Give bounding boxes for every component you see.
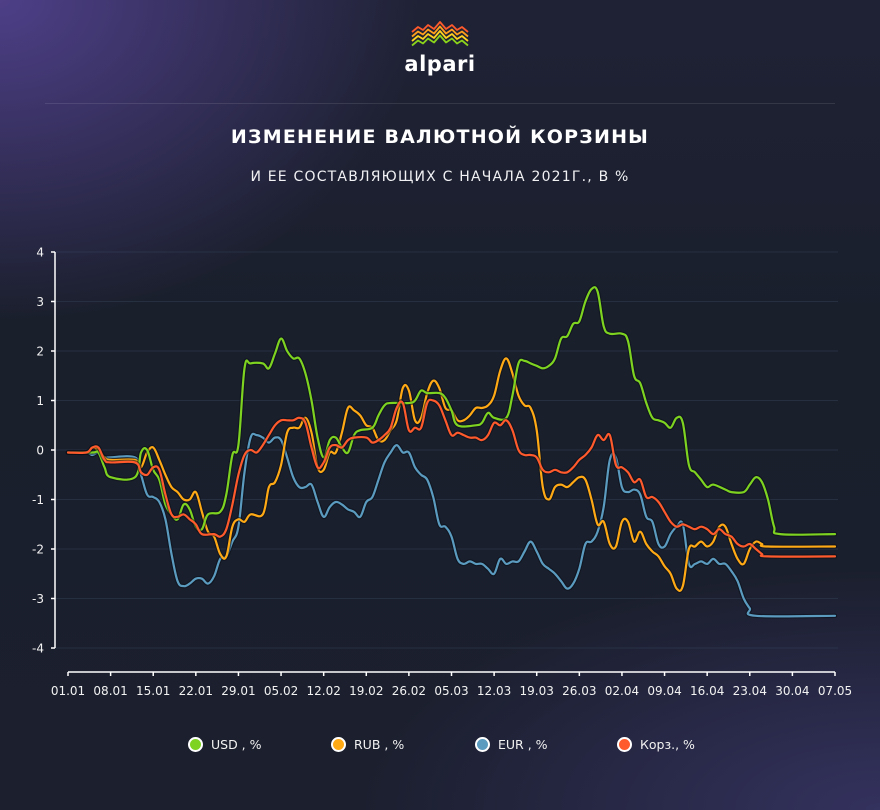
x-tick-label: 07.05 [818,684,852,698]
y-tick-label: -3 [32,592,44,606]
y-axis: 4 3 2 1 0 -1 -2 -3 -4 [32,246,56,656]
series-lines [65,284,838,619]
x-tick-label: 16.04 [690,684,724,698]
x-tick-label: 01.01 [51,684,85,698]
x-tick-label: 15.01 [136,684,170,698]
chart-subtitle: И ЕЕ СОСТАВЛЯЮЩИХ С НАЧАЛА 2021Г., В % [250,169,630,185]
chart-legend: USD , % RUB , % EUR , % Корз., % [0,737,880,757]
legend-label-basket: Корз., % [640,737,695,752]
y-tick-label: 2 [36,345,44,359]
x-tick-label: 29.01 [221,684,255,698]
legend-label-rub: RUB , % [354,737,405,752]
x-tick-label: 12.03 [477,684,511,698]
legend-marker-usd-icon [188,737,203,752]
x-tick-label: 08.01 [93,684,127,698]
legend-label-usd: USD , % [211,737,262,752]
x-tick-label: 22.01 [179,684,213,698]
series-line-eur [66,432,837,618]
alpari-logo-icon [411,21,469,47]
x-tick-label: 26.02 [392,684,426,698]
y-tick-label: 3 [36,295,44,309]
gridlines [55,251,838,649]
legend-marker-rub-icon [331,737,346,752]
x-tick-label: 19.03 [520,684,554,698]
logo-stripe [411,21,469,33]
series-line-rub [66,357,837,592]
legend-item-eur[interactable]: EUR , % [475,737,548,752]
logo-stripe [411,34,469,47]
logo-stripe [411,25,469,38]
y-tick-label: -4 [32,642,44,656]
x-tick-label: 09.04 [647,684,681,698]
y-tick-label: 4 [36,246,44,260]
legend-item-basket[interactable]: Корз., % [617,737,695,752]
series-line-usd [66,286,837,536]
series-line-basket [66,398,837,558]
x-tick-label: 30.04 [775,684,809,698]
x-tick-label: 02.04 [605,684,639,698]
logo-stripe [411,30,469,42]
y-tick-label: 0 [36,444,44,458]
y-tick-label: -1 [32,493,44,507]
legend-label-eur: EUR , % [498,737,548,752]
x-tick-label: 26.03 [562,684,596,698]
legend-marker-basket-icon [617,737,632,752]
series-line-rub-shadow [65,356,838,594]
x-tick-label: 23.04 [733,684,767,698]
y-tick-label: -2 [32,543,44,557]
legend-item-rub[interactable]: RUB , % [331,737,404,752]
x-tick-label: 05.02 [264,684,298,698]
x-tick-label: 19.02 [349,684,383,698]
legend-item-usd[interactable]: USD , % [188,737,262,752]
y-tick-label: 1 [36,394,44,408]
header-divider [45,103,835,104]
x-tick-label: 12.02 [306,684,340,698]
x-axis: 01.01 08.01 15.01 22.01 29.01 05.02 12.02 19.02… [51,671,852,698]
x-tick-label: 05.03 [434,684,468,698]
brand-name: alpari [404,52,476,76]
brand-logo: alpari [0,18,880,76]
chart-title: ИЗМЕНЕНИЕ ВАЛЮТНОЙ КОРЗИНЫ [230,126,650,148]
legend-marker-eur-icon [475,737,490,752]
